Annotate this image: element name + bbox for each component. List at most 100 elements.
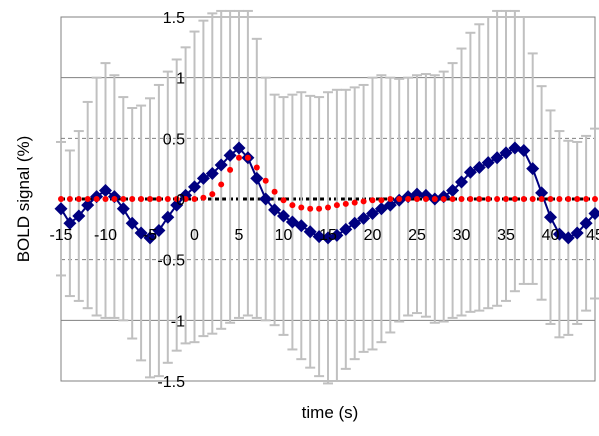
model-point (84, 196, 91, 202)
model-point (458, 196, 465, 202)
model-point (325, 204, 331, 211)
model-point (485, 196, 492, 202)
measured-point (463, 165, 477, 179)
model-point (129, 196, 136, 202)
model-point (289, 202, 296, 209)
model-point (316, 205, 323, 212)
measured-point (339, 222, 353, 236)
model-point (547, 196, 554, 202)
model-point (271, 188, 278, 195)
model-point (218, 181, 225, 188)
x-tick-label: -15 (49, 227, 72, 244)
model-point (75, 196, 82, 202)
measured-point (561, 231, 575, 245)
model-point (182, 196, 189, 202)
model-point (253, 164, 260, 171)
model-point (476, 196, 483, 202)
measured-point (499, 146, 513, 160)
measured-point (232, 141, 246, 155)
measured-point (72, 209, 86, 223)
measured-point (277, 209, 290, 223)
model-point (351, 199, 358, 206)
measured-point (81, 198, 95, 212)
model-point (58, 196, 64, 202)
measured-point (303, 225, 317, 239)
model-point (102, 196, 109, 202)
model-point (360, 198, 367, 205)
x-tick-label: 5 (235, 227, 244, 244)
model-point (422, 196, 429, 202)
model-point (164, 196, 171, 202)
measured-point (268, 203, 282, 217)
measured-point (535, 186, 549, 200)
measured-point (152, 224, 166, 238)
measured-point (223, 148, 237, 162)
model-point (155, 196, 162, 202)
model-point (262, 177, 269, 184)
measured-point (446, 184, 460, 198)
measured-point (570, 226, 584, 240)
measured-point (134, 226, 148, 240)
model-point (200, 194, 207, 201)
model-point (431, 196, 438, 202)
measured-point (366, 207, 379, 221)
x-tick-label: -10 (94, 227, 117, 244)
model-point (378, 197, 385, 204)
model-point (280, 197, 287, 204)
x-tick-label: 30 (453, 227, 471, 244)
y-tick-label: -0.5 (157, 253, 185, 270)
model-point (120, 196, 127, 202)
measured-point (472, 160, 486, 174)
x-tick-label: 35 (497, 227, 515, 244)
model-point (467, 196, 474, 202)
model-point (503, 196, 509, 202)
measured-point (544, 210, 557, 224)
model-point (449, 196, 456, 202)
model-point (414, 196, 420, 202)
measured-point (330, 228, 344, 242)
model-point (342, 200, 349, 207)
y-tick-labels: 1.5 1 0.5 0 -0.5 -1 -1.5 (157, 10, 185, 391)
model-point (592, 196, 598, 202)
x-axis-title: time (s) (302, 403, 359, 422)
model-point (387, 196, 394, 202)
model-point (191, 196, 198, 202)
measured-point (294, 219, 308, 233)
model-point (369, 197, 376, 204)
model-point (111, 196, 118, 202)
model-point (396, 196, 403, 202)
measured-point (526, 162, 540, 176)
x-tick-label: 20 (364, 227, 382, 244)
y-tick-label: -1 (171, 313, 185, 330)
measured-point (143, 231, 157, 245)
y-tick-label: -1.5 (157, 374, 185, 391)
model-point (66, 196, 73, 202)
model-point (244, 154, 251, 161)
model-point (529, 196, 536, 202)
model-point (494, 196, 501, 202)
model-series (58, 154, 598, 212)
measured-point (517, 143, 531, 157)
x-tick-label: -5 (143, 227, 157, 244)
model-point (405, 196, 412, 202)
model-point (209, 191, 216, 198)
measured-point (579, 216, 593, 230)
model-point (333, 202, 340, 209)
error-bar (225, 9, 236, 324)
measured-point (259, 192, 273, 206)
measured-point (205, 167, 219, 181)
measured-point (312, 230, 326, 244)
model-point (93, 196, 100, 202)
measured-point (116, 202, 130, 216)
model-point (173, 196, 180, 202)
model-point (147, 196, 153, 202)
measured-point (196, 171, 210, 185)
model-point (565, 196, 572, 202)
measured-point (410, 187, 424, 201)
model-point (236, 154, 242, 161)
model-point (307, 205, 314, 212)
model-point (556, 196, 563, 202)
measured-point (125, 216, 139, 230)
model-point (511, 196, 518, 202)
y-tick-label: 0 (176, 192, 185, 209)
